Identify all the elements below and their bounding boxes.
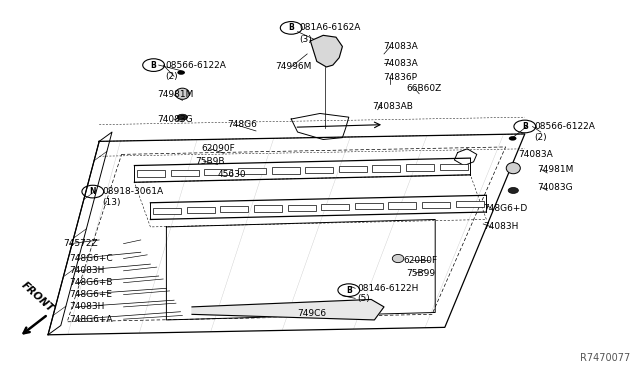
Text: 66B60Z: 66B60Z [406,84,442,93]
Text: N: N [90,187,96,196]
Circle shape [177,114,188,120]
Circle shape [508,187,518,193]
Text: 74083AB: 74083AB [372,102,413,110]
Circle shape [509,136,516,141]
Text: B: B [289,23,294,32]
Ellipse shape [392,254,404,263]
Text: R7470077: R7470077 [580,353,630,363]
Text: 08566-6122A: 08566-6122A [534,122,595,131]
Text: 74981M: 74981M [157,90,193,99]
Text: 74083A: 74083A [518,150,553,159]
Bar [187,207,215,213]
Text: (5): (5) [357,294,370,303]
Text: 62090F: 62090F [202,144,236,153]
Bar [422,202,450,208]
Bar [305,167,333,173]
Bar [339,166,367,172]
Text: 748G6+C: 748G6+C [69,254,113,263]
Text: 08918-3061A: 08918-3061A [102,187,164,196]
Text: 74083A: 74083A [383,60,417,68]
Bar [321,204,349,210]
Ellipse shape [175,88,189,99]
Bar [355,203,383,209]
Text: B: B [522,122,527,131]
Bar [406,164,434,171]
Text: 74836P: 74836P [383,73,417,81]
Bar [388,202,417,209]
Text: (2): (2) [165,72,178,81]
Text: (13): (13) [102,198,121,207]
Text: 748G6+B: 748G6+B [69,278,113,287]
Text: 74083H: 74083H [483,222,518,231]
Bar [238,168,266,174]
Bar [287,205,316,211]
Text: 74083G: 74083G [157,115,193,124]
Bar [372,165,401,171]
Bar [456,201,484,207]
Bar [153,208,181,214]
Text: 08146-6122H: 08146-6122H [357,284,419,293]
Text: 748G6+A: 748G6+A [69,315,113,324]
Text: 74083A: 74083A [383,42,417,51]
Text: 75B9B: 75B9B [195,157,225,166]
Text: 74083G: 74083G [538,183,573,192]
Text: 748G6+E: 748G6+E [69,290,112,299]
Bar [204,169,232,175]
Text: FRONT: FRONT [19,280,55,314]
Text: 08566-6122A: 08566-6122A [165,61,226,70]
Text: 748G6+D: 748G6+D [483,204,527,213]
Text: (3): (3) [300,35,312,44]
Text: 74083H: 74083H [69,302,104,311]
Text: 74083H: 74083H [69,266,104,275]
Text: B: B [151,61,156,70]
Bar [137,170,165,177]
Bar [440,164,468,170]
Polygon shape [310,35,342,67]
Bar [171,170,199,176]
Bar [271,167,300,174]
Text: B: B [346,286,351,295]
Text: 620B0F: 620B0F [403,256,437,265]
Ellipse shape [506,163,520,174]
Polygon shape [192,299,384,320]
Text: 74996M: 74996M [275,62,312,71]
Bar [220,206,248,212]
Text: 75B99: 75B99 [406,269,436,278]
Text: 74981M: 74981M [538,165,574,174]
Text: 74572Z: 74572Z [63,239,97,248]
Text: 748G6: 748G6 [227,120,257,129]
Text: 45630: 45630 [218,170,246,179]
Circle shape [177,70,185,75]
Text: 081A6-6162A: 081A6-6162A [300,23,361,32]
Text: 749C6: 749C6 [298,309,327,318]
Text: (2): (2) [534,133,547,142]
Bar [254,205,282,212]
